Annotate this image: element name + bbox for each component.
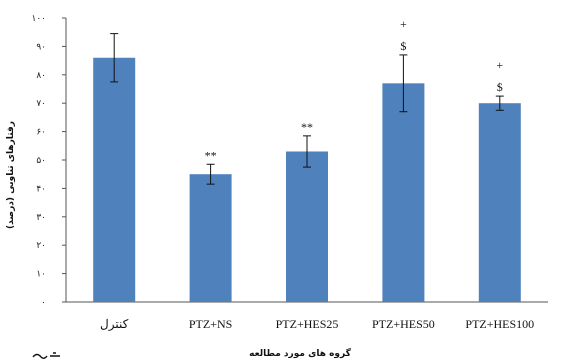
x-tick-label: PTZ+NS [189,317,232,331]
x-axis-title: گروه های مورد مطالعه [249,347,351,359]
significance-marker: ** [205,148,217,162]
y-tick-label: ٨٠ [36,71,46,81]
significance-marker: + [400,17,407,31]
bar [382,83,425,302]
category-labels: کنترل PTZ+NS PTZ+HES25 PTZ+HES50 PTZ+HES100 [100,317,534,331]
bar [189,174,232,302]
x-tick-label: PTZ+HES25 [276,317,339,331]
significance-marker: ** [301,120,313,134]
bar [478,103,521,302]
y-tick-label: ٣٠ [36,213,46,223]
y-tick-label: ۴٠ [36,184,46,194]
y-tick-label: ٩٠ [36,42,46,52]
y-tick-label: ٢٠ [36,241,46,251]
significance-marker: + [496,58,503,72]
y-tick-label: ٠ [41,298,46,308]
y-axis-ticks: ٠ ١٠ ٢٠ ٣٠ ۴٠ ۵٠ ۶٠ ٧٠ ٨٠ ٩٠ ١٠٠ [31,14,66,308]
y-axis-title: رفتارهای تناوبی (درصد) [6,121,16,229]
significance-marker: $ [497,80,503,94]
bar [286,151,328,302]
x-tick-label: PTZ+HES100 [465,317,534,331]
y-tick-label: ۵٠ [36,156,46,166]
x-tick-label: کنترل [100,317,129,331]
bar [93,57,136,303]
x-tick-label: PTZ+HES50 [372,317,435,331]
bars-group: ** ** $ + $ + [93,17,521,303]
y-tick-label: ٧٠ [36,99,46,109]
y-tick-label: ١٠ [36,270,46,280]
y-tick-label: ١٠٠ [31,14,46,24]
caption-fragment-icon [28,350,68,359]
y-tick-label: ۶٠ [36,128,46,138]
significance-marker: $ [400,39,406,53]
